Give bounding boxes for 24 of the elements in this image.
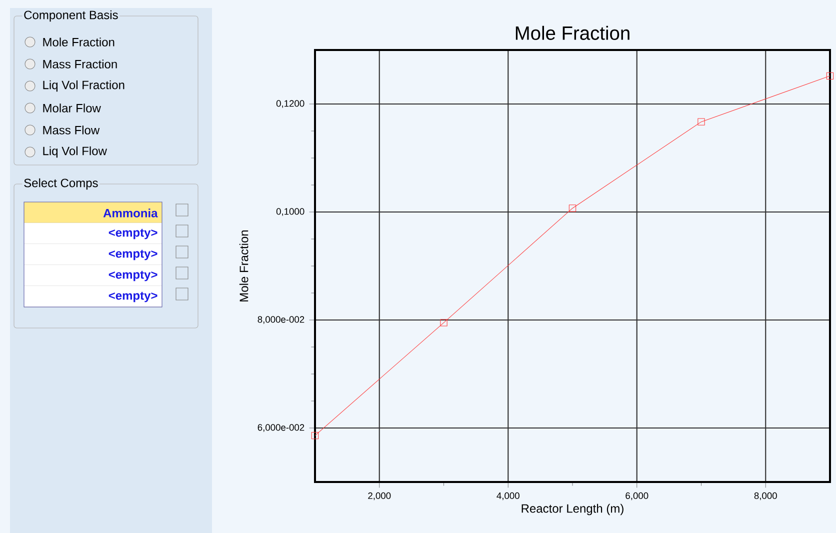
point bbox=[440, 319, 448, 326]
y-tick-label: 6,000e-002 bbox=[258, 424, 304, 432]
text: Mass Flow bbox=[43, 126, 100, 134]
x-tick-label: 8,000 bbox=[754, 492, 777, 500]
y-axis-title: Mole Fraction bbox=[239, 230, 248, 302]
x-tick-label: 2,000 bbox=[368, 492, 391, 500]
y-tick-label: 0,1000 bbox=[276, 208, 304, 216]
text: Select Comps bbox=[24, 178, 98, 190]
x-tick-label: 6,000 bbox=[626, 492, 648, 500]
y-tick-label: 8,000e-002 bbox=[258, 316, 304, 324]
chart-title: Mole Fraction bbox=[516, 26, 630, 40]
point bbox=[568, 204, 576, 212]
text: Mass Fraction bbox=[43, 60, 117, 68]
text: Component Basis bbox=[24, 10, 118, 22]
y-tick-label: 0,1200 bbox=[276, 100, 304, 108]
x-axis-title: Reactor Length (m) bbox=[522, 504, 624, 516]
text: Molar Flow bbox=[43, 104, 101, 112]
text: Liq Vol Fraction bbox=[43, 80, 124, 92]
point bbox=[311, 432, 319, 440]
point bbox=[698, 118, 705, 126]
text: Liq Vol Flow bbox=[43, 146, 107, 158]
x-tick-label: 4,000 bbox=[496, 492, 520, 500]
point bbox=[826, 72, 834, 80]
text: Mole Fraction bbox=[43, 38, 114, 46]
